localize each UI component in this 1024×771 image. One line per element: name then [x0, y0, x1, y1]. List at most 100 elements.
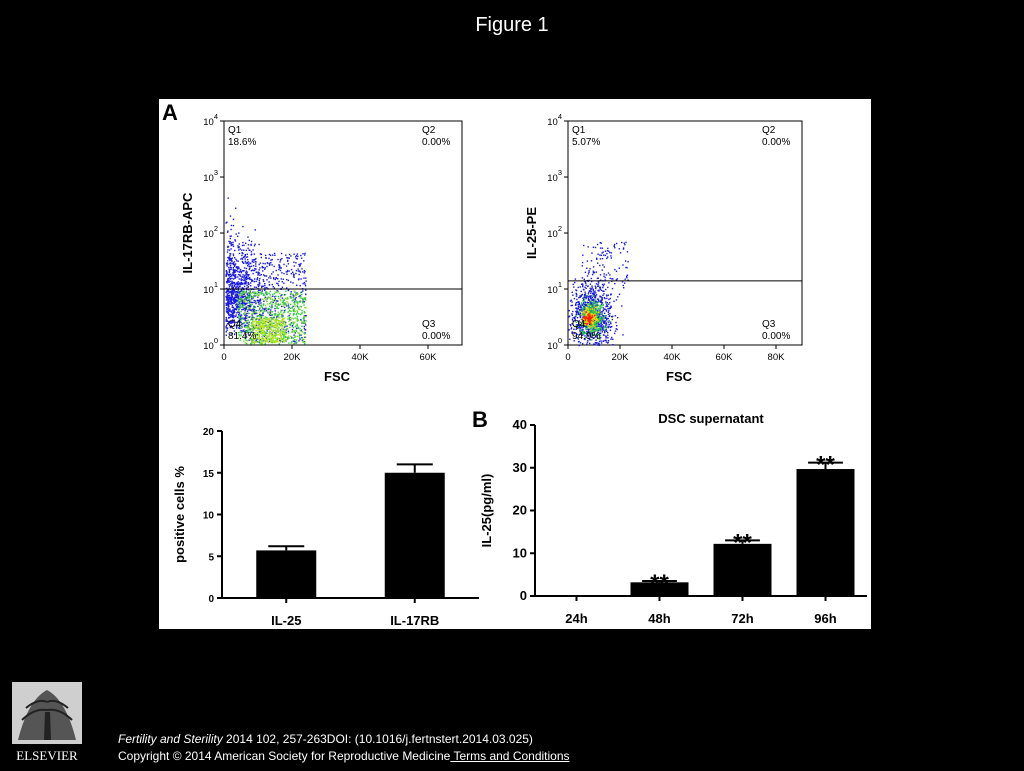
flow-event-dot: [226, 303, 229, 305]
flow-event-dot: [593, 321, 595, 324]
flow-event-dot: [229, 299, 231, 301]
flow-event-dot: [584, 335, 586, 337]
flow-event-dot: [596, 325, 598, 327]
flow-event-dot: [591, 273, 594, 276]
flow-event-dot: [243, 293, 246, 295]
flow-event-dot: [615, 279, 618, 281]
flow-event-dot: [232, 306, 235, 309]
flow-event-dot: [301, 312, 303, 314]
flow-event-dot: [246, 256, 249, 258]
flow-event-dot: [257, 319, 260, 321]
flow-event-dot: [239, 301, 241, 303]
flow-event-dot: [576, 326, 578, 328]
flow-event-dot: [292, 293, 294, 296]
flow-event-dot: [237, 304, 239, 307]
flow-event-dot: [577, 305, 580, 307]
terms-and-conditions-link[interactable]: Terms and Conditions: [450, 749, 570, 763]
flow-event-dot: [229, 264, 232, 267]
flow-event-dot: [260, 310, 262, 312]
flow-event-dot: [585, 311, 587, 313]
flow-event-dot: [275, 276, 277, 279]
flow-event-dot: [242, 287, 245, 289]
flow-event-dot: [261, 286, 263, 288]
flow-event-dot: [262, 339, 264, 341]
flow-event-dot: [591, 285, 593, 287]
flow-event-dot: [594, 341, 597, 344]
flow-event-dot: [225, 310, 228, 312]
flow-event-dot: [267, 307, 269, 310]
flow-event-dot: [236, 312, 238, 314]
flow-event-dot: [607, 272, 610, 274]
flow-event-dot: [247, 275, 250, 277]
flow-event-dot: [254, 278, 256, 280]
flow-event-dot: [590, 304, 592, 307]
flow-event-dot: [265, 337, 268, 339]
flow-event-dot: [572, 283, 574, 286]
flow-event-dot: [255, 257, 257, 260]
flow-event-dot: [238, 294, 240, 296]
flow-event-dot: [226, 265, 228, 267]
flow-event-dot: [256, 334, 259, 337]
flow-event-dot: [231, 260, 233, 262]
quadrant-name-q1: Q1: [228, 125, 242, 136]
flow-event-dot: [283, 294, 286, 296]
flow-event-dot: [574, 316, 577, 318]
flow-event-dot: [570, 328, 572, 330]
flow-event-dot: [246, 309, 249, 311]
flow-event-dot: [284, 320, 286, 323]
flow-event-dot: [291, 336, 293, 339]
flow-event-dot: [230, 297, 232, 299]
flow-event-dot: [292, 326, 295, 329]
x-tick-label: 80K: [768, 352, 786, 363]
flow-event-dot: [254, 300, 257, 302]
flow-event-dot: [570, 325, 572, 327]
flow-event-dot: [230, 326, 232, 329]
flow-event-dot: [278, 280, 280, 283]
flow-event-dot: [579, 286, 581, 288]
flow-event-dot: [247, 291, 249, 294]
flow-event-dot: [594, 316, 596, 318]
flow-event-dot: [577, 325, 579, 328]
flow-event-dot: [283, 333, 286, 335]
flow-event-dot: [581, 324, 583, 326]
flow-event-dot: [589, 328, 591, 331]
flow-event-dot: [236, 307, 238, 309]
flow-event-dot: [580, 295, 582, 297]
flow-event-dot: [288, 318, 290, 320]
figure-panel: A B 0 20K 40K 60K 100 101 102 103 104 FSC IL-17RB-AP…: [159, 99, 871, 629]
flow-event-dot: [296, 341, 298, 343]
flow-event-dot: [282, 333, 284, 336]
flow-event-dot: [625, 266, 627, 269]
flow-event-dot: [578, 308, 581, 311]
flow-event-dot: [589, 290, 591, 292]
flow-event-dot: [248, 298, 251, 300]
flow-event-dot: [595, 286, 597, 289]
flow-event-dot: [261, 340, 263, 342]
flow-event-dot: [287, 260, 289, 262]
flow-event-dot: [266, 303, 269, 305]
flow-event-dot: [258, 334, 260, 336]
flow-event-dot: [617, 296, 619, 298]
flow-event-dot: [292, 323, 295, 325]
flow-event-dot: [292, 282, 294, 284]
flow-event-dot: [258, 321, 260, 324]
flow-event-dot: [253, 269, 256, 272]
flow-event-dot: [248, 302, 250, 304]
flow-event-dot: [239, 331, 241, 333]
flow-event-dot: [264, 287, 266, 289]
flow-event-dot: [232, 278, 235, 280]
flow-event-dot: [287, 263, 290, 265]
flow-event-dot: [599, 312, 601, 314]
flow-event-dot: [279, 296, 282, 298]
flow-event-dot: [294, 303, 296, 306]
flow-event-dot: [248, 268, 250, 271]
flow-event-dot: [250, 292, 253, 294]
flow-event-dot: [599, 325, 601, 327]
flow-event-dot: [590, 306, 593, 309]
flow-event-dot: [233, 261, 236, 263]
flow-event-dot: [243, 317, 246, 319]
flow-event-dot: [273, 265, 275, 268]
flow-event-dot: [304, 299, 307, 301]
flow-event-dot: [232, 291, 235, 293]
flow-event-dot: [593, 343, 595, 345]
